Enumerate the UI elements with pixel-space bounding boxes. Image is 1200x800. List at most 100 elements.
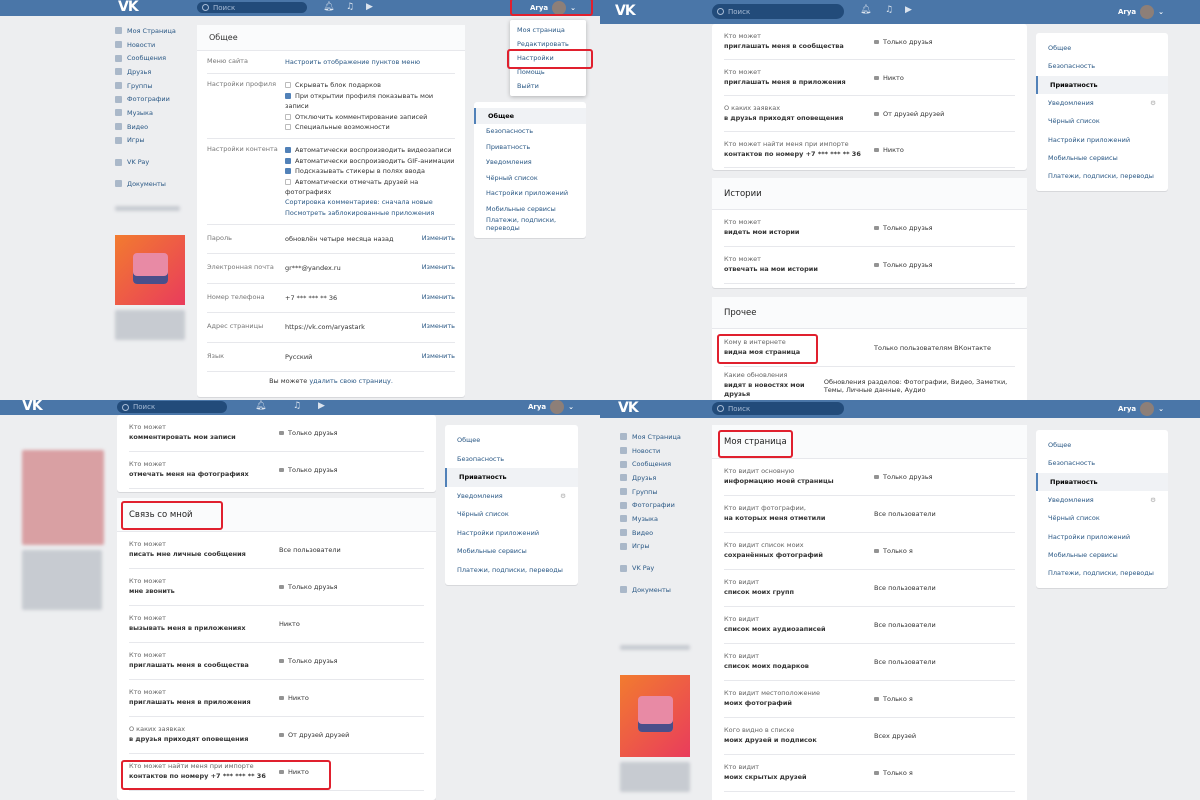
- user-menu-button[interactable]: Arya ⌄: [528, 400, 574, 414]
- left-menu-item[interactable]: Музыка: [620, 512, 705, 526]
- left-menu-item[interactable]: Видео: [620, 526, 705, 540]
- settings-menu-item[interactable]: Платежи, подписки, переводы: [474, 216, 586, 232]
- privacy-value-dropdown[interactable]: От друзей друзей: [874, 110, 944, 118]
- settings-menu-item[interactable]: Общее: [1036, 39, 1168, 57]
- dropdown-item[interactable]: Помощь: [517, 68, 545, 76]
- settings-menu-item[interactable]: Настройки приложений: [1036, 527, 1168, 545]
- privacy-value-dropdown[interactable]: Всех друзей: [874, 732, 916, 740]
- privacy-value-dropdown[interactable]: От друзей друзей: [279, 731, 349, 739]
- music-icon[interactable]: ♫: [346, 2, 355, 12]
- checkbox-option[interactable]: Автоматически воспроизводить GIF-анимаци…: [285, 156, 455, 166]
- blocked-apps-link[interactable]: Посмотреть заблокированные приложения: [285, 208, 435, 217]
- settings-menu-item[interactable]: Чёрный список: [1036, 112, 1168, 130]
- left-menu-item[interactable]: Группы: [620, 485, 705, 499]
- checkbox[interactable]: [285, 157, 291, 164]
- left-menu-item[interactable]: Фотографии: [620, 498, 705, 512]
- video-icon[interactable]: ▶: [905, 5, 912, 15]
- left-menu-item[interactable]: Друзья: [115, 65, 195, 79]
- settings-menu-item[interactable]: Безопасность: [445, 450, 578, 469]
- privacy-value-dropdown[interactable]: Только друзья: [874, 224, 933, 232]
- checkbox-option[interactable]: Подсказывать стикеры в полях ввода: [285, 166, 455, 176]
- settings-menu-item[interactable]: Уведомления: [474, 155, 586, 171]
- settings-menu-item[interactable]: Платежи, подписки, переводы: [1036, 167, 1168, 185]
- left-menu-item[interactable]: Музыка: [115, 106, 195, 120]
- settings-menu-item[interactable]: Настройки приложений: [1036, 130, 1168, 148]
- music-icon[interactable]: ♫: [885, 5, 894, 15]
- left-menu-item[interactable]: VK Pay: [115, 155, 195, 169]
- checkbox[interactable]: [285, 147, 291, 154]
- left-menu-item[interactable]: Новости: [620, 444, 705, 458]
- checkbox-option[interactable]: Специальные возможности: [285, 122, 455, 132]
- privacy-value-dropdown[interactable]: Только я: [874, 547, 913, 555]
- video-icon[interactable]: ▶: [366, 2, 373, 12]
- gear-icon[interactable]: ⚙: [1150, 496, 1156, 505]
- checkbox-option[interactable]: При открытии профиля показывать мои запи…: [285, 91, 455, 112]
- checkbox[interactable]: [285, 82, 291, 89]
- left-menu-item[interactable]: Видео: [115, 120, 195, 134]
- gear-icon[interactable]: ⚙: [560, 491, 566, 500]
- change-link[interactable]: Изменить: [421, 322, 455, 331]
- privacy-value-dropdown[interactable]: Никто: [279, 620, 300, 628]
- sort-comments-link[interactable]: Сортировка комментариев: сначала новые: [285, 198, 433, 207]
- gear-icon[interactable]: ⚙: [1150, 99, 1156, 108]
- settings-menu-item[interactable]: Чёрный список: [474, 170, 586, 186]
- checkbox-option[interactable]: Отключить комментирование записей: [285, 112, 455, 122]
- privacy-value-dropdown[interactable]: Все пользователи: [874, 510, 936, 518]
- privacy-value-dropdown[interactable]: Все пользователи: [874, 621, 936, 629]
- user-menu-button[interactable]: Arya ⌄: [530, 1, 576, 15]
- privacy-value-dropdown[interactable]: Все пользователи: [874, 584, 936, 592]
- privacy-value-dropdown[interactable]: Никто: [279, 694, 309, 702]
- privacy-value-dropdown[interactable]: Никто: [279, 768, 309, 776]
- settings-menu-item[interactable]: Платежи, подписки, переводы: [1036, 564, 1168, 582]
- settings-menu-item[interactable]: Безопасность: [474, 124, 586, 140]
- left-menu-item[interactable]: Группы: [115, 79, 195, 93]
- change-link[interactable]: Изменить: [421, 234, 455, 243]
- dropdown-item[interactable]: Редактировать: [517, 40, 569, 48]
- user-menu-button[interactable]: Arya ⌄: [1118, 402, 1164, 416]
- search-input[interactable]: Поиск: [197, 2, 307, 13]
- search-input[interactable]: Поиск: [712, 4, 844, 19]
- privacy-value-dropdown[interactable]: Только я: [874, 695, 913, 703]
- video-icon[interactable]: ▶: [318, 401, 325, 411]
- checkbox[interactable]: [285, 92, 291, 99]
- privacy-value-dropdown[interactable]: Только друзья: [874, 473, 933, 481]
- settings-menu-item[interactable]: Платежи, подписки, переводы: [445, 561, 578, 580]
- left-menu-item[interactable]: Документы: [620, 583, 705, 597]
- settings-menu-item[interactable]: Чёрный список: [1036, 509, 1168, 527]
- settings-menu-item[interactable]: Мобильные сервисы: [1036, 546, 1168, 564]
- vk-logo[interactable]: VK: [118, 0, 139, 15]
- left-menu-item[interactable]: VK Pay: [620, 561, 705, 575]
- privacy-value-dropdown[interactable]: Только друзья: [279, 583, 338, 591]
- left-menu-item[interactable]: Новости: [115, 38, 195, 52]
- change-link[interactable]: Изменить: [421, 263, 455, 272]
- privacy-value-dropdown[interactable]: Никто: [874, 74, 904, 82]
- left-menu-item[interactable]: Друзья: [620, 471, 705, 485]
- settings-menu-item[interactable]: Настройки приложений: [474, 186, 586, 202]
- vk-logo[interactable]: VK: [22, 400, 43, 414]
- settings-menu-item[interactable]: Уведомления ⚙: [445, 487, 578, 506]
- vk-logo[interactable]: VK: [618, 400, 639, 416]
- checkbox-option[interactable]: Скрывать блок подарков: [285, 80, 455, 90]
- checkbox[interactable]: [285, 123, 291, 130]
- bell-icon[interactable]: 🔔︎: [860, 5, 872, 15]
- bell-icon[interactable]: 🔔︎: [323, 2, 335, 12]
- privacy-value-dropdown[interactable]: Только пользователям ВКонтакте: [874, 344, 991, 352]
- dropdown-item[interactable]: Выйти: [517, 82, 539, 90]
- checkbox-option[interactable]: Автоматически воспроизводить видеозаписи: [285, 145, 455, 155]
- privacy-value-dropdown[interactable]: Обновления разделов: Фотографии, Видео, …: [824, 378, 1015, 394]
- settings-menu-item[interactable]: Безопасность: [1036, 57, 1168, 75]
- menu-setup-link[interactable]: Настроить отображение пунктов меню: [285, 58, 421, 66]
- delete-page-link[interactable]: удалить свою страницу.: [309, 377, 393, 386]
- change-link[interactable]: Изменить: [421, 292, 455, 301]
- left-menu-item[interactable]: Сообщения: [620, 457, 705, 471]
- left-menu-item[interactable]: Игры: [620, 540, 705, 554]
- privacy-value-dropdown[interactable]: Только друзья: [874, 38, 933, 46]
- checkbox[interactable]: [285, 168, 291, 175]
- bell-icon[interactable]: 🔔︎: [255, 401, 267, 411]
- left-menu-item[interactable]: Документы: [115, 177, 195, 191]
- privacy-value-dropdown[interactable]: Только друзья: [279, 466, 338, 474]
- vk-logo[interactable]: VK: [615, 3, 636, 19]
- settings-menu-item[interactable]: Мобильные сервисы: [445, 542, 578, 561]
- left-menu-item[interactable]: Моя Страница: [620, 430, 705, 444]
- settings-menu-item[interactable]: Настройки приложений: [445, 524, 578, 543]
